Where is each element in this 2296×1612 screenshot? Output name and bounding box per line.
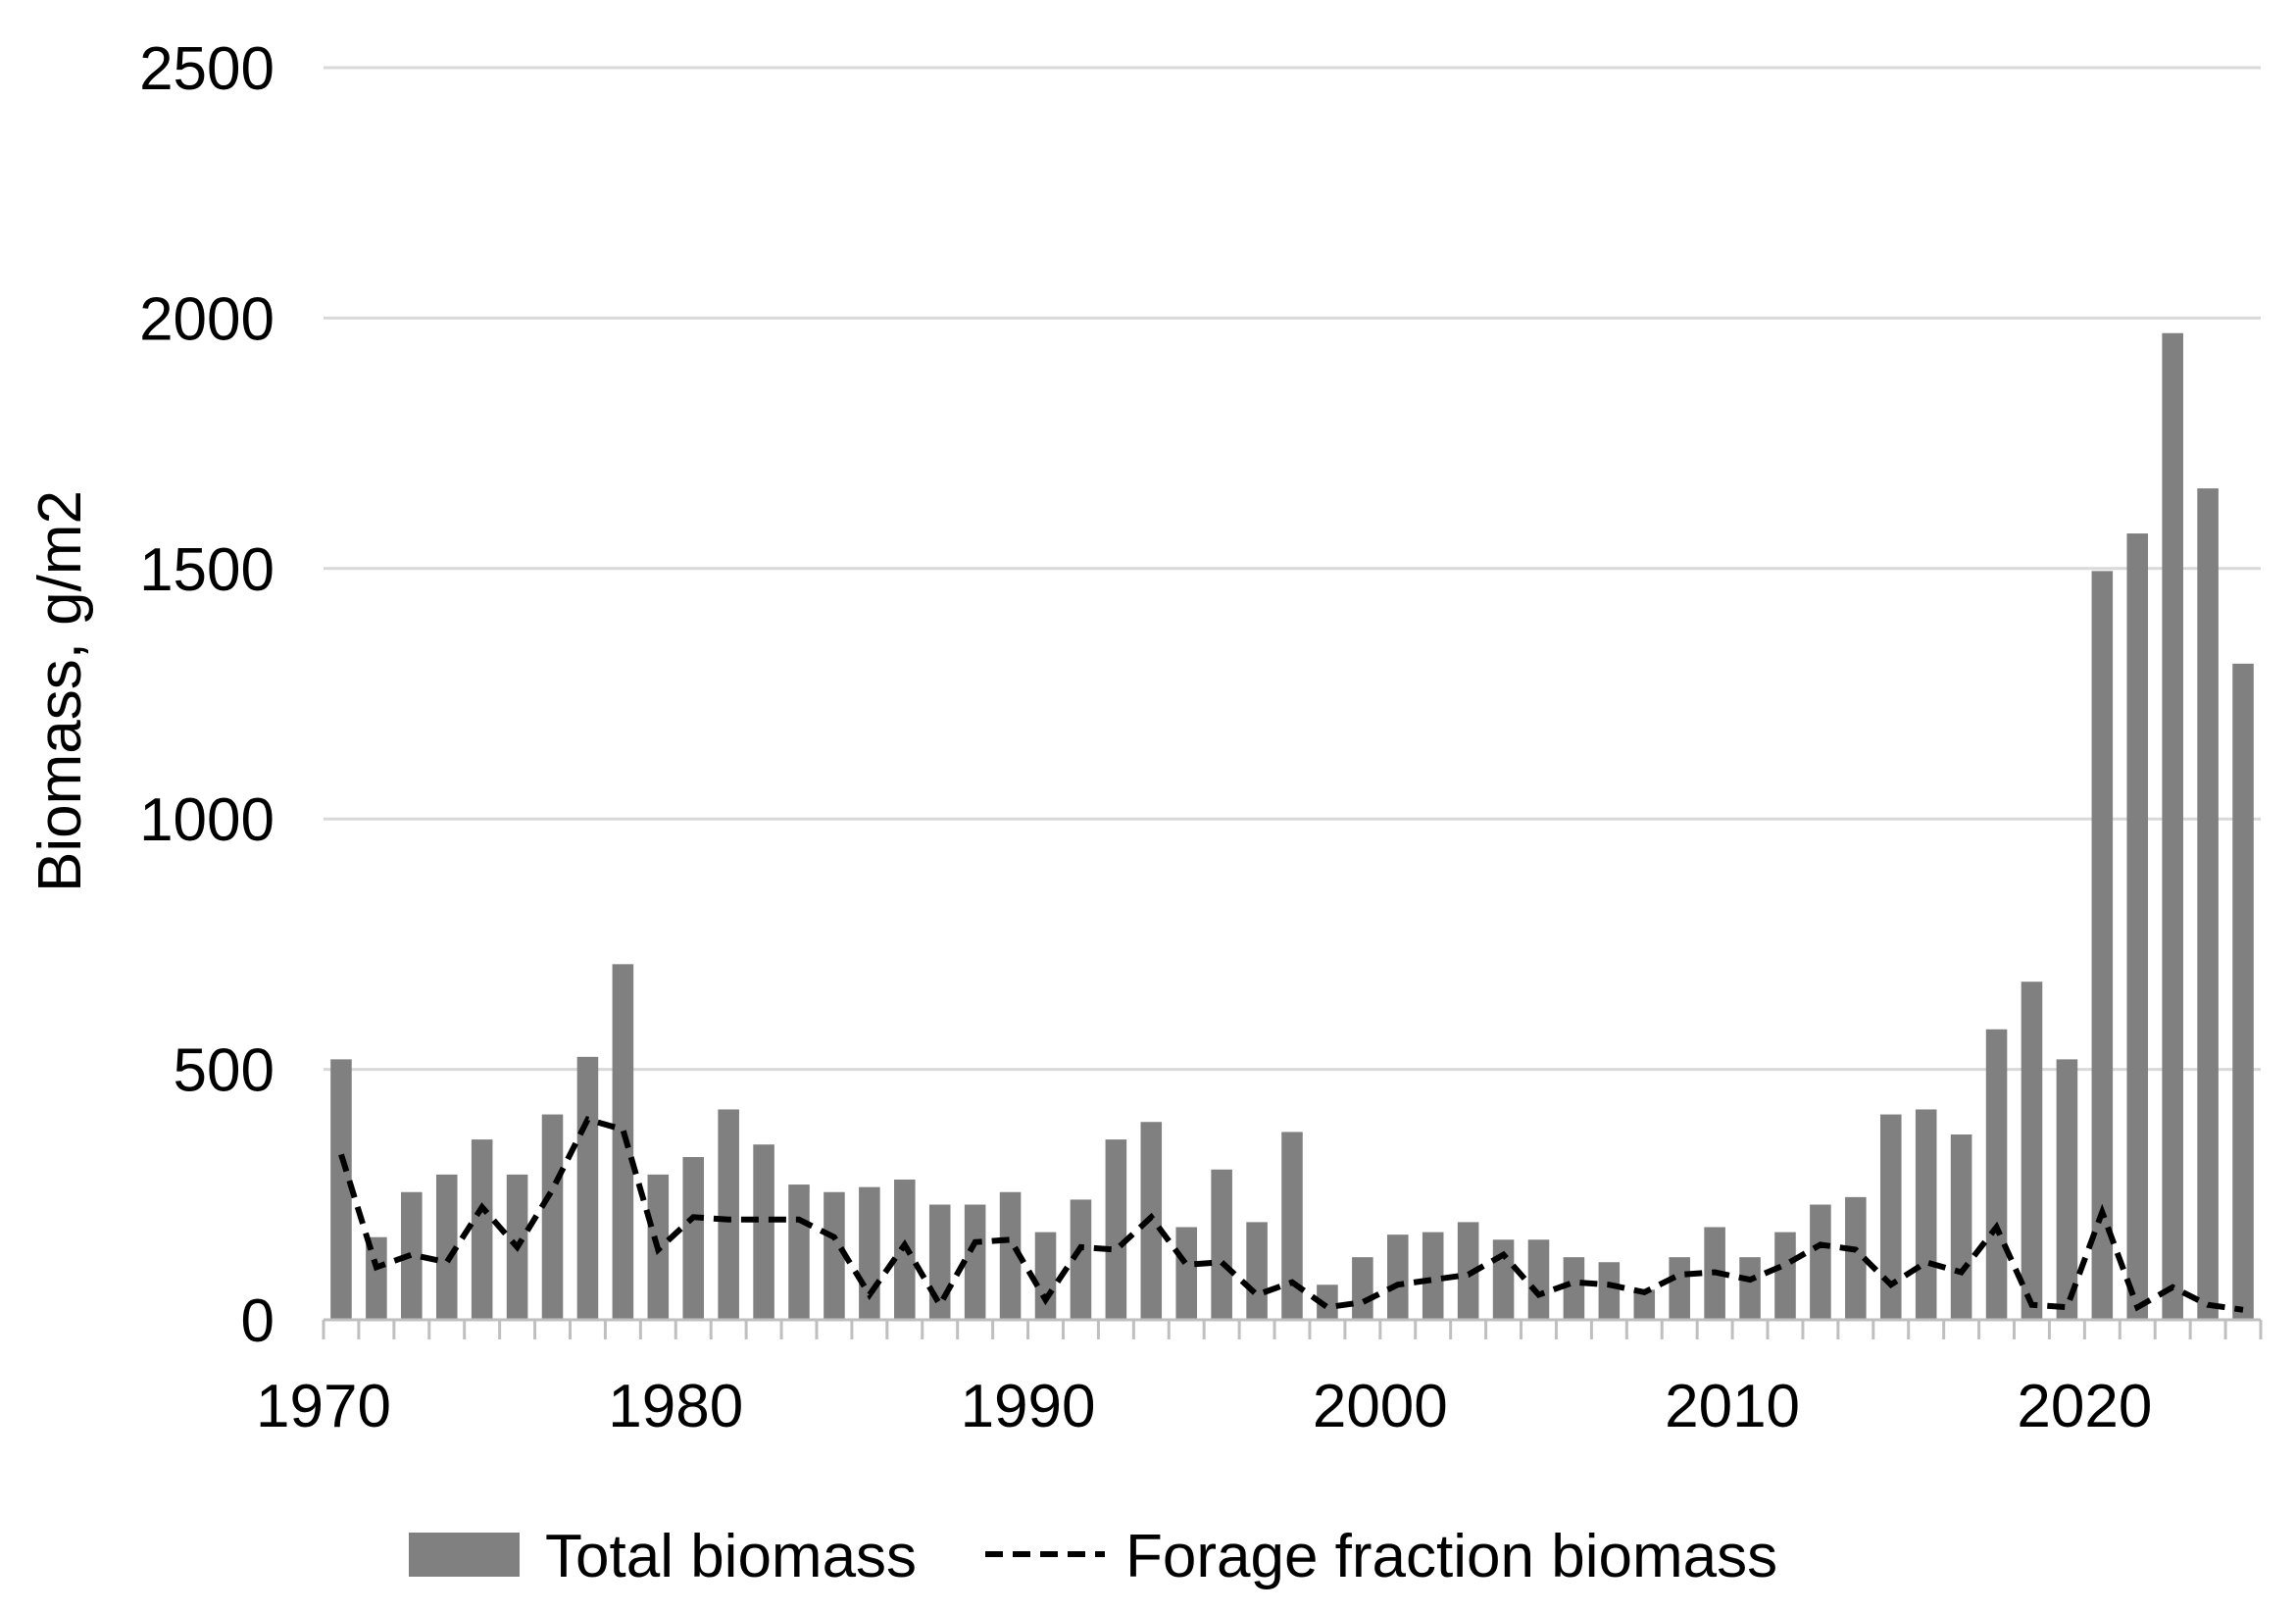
bar-1998: [1317, 1285, 1338, 1320]
bar-1989: [999, 1191, 1022, 1320]
y-tick-label: 2500: [139, 35, 275, 103]
bar-1995: [1211, 1169, 1232, 1320]
bar-2014: [1879, 1114, 1902, 1320]
bar-2010: [1739, 1257, 1761, 1320]
bar-2020: [2091, 571, 2114, 1320]
bar-2018: [2021, 982, 2043, 1320]
x-tick-label: 2010: [1665, 1373, 1800, 1440]
y-tick-label: 1000: [139, 786, 275, 854]
bar-2017: [1985, 1029, 2008, 1320]
bar-1990: [1034, 1232, 1057, 1320]
bar-2016: [1950, 1134, 1972, 1320]
bar-1997: [1281, 1132, 1303, 1320]
bar-2006: [1598, 1262, 1621, 1320]
y-tick-label: 500: [174, 1037, 275, 1105]
bar-1970: [330, 1059, 352, 1320]
legend: Total biomass Forage fraction biomass: [409, 1523, 1777, 1590]
gridlines: [324, 66, 2261, 1072]
bar-2005: [1563, 1257, 1585, 1320]
bar-2004: [1527, 1239, 1550, 1320]
bar-1981: [718, 1109, 739, 1320]
y-tick-label: 0: [241, 1287, 275, 1355]
x-axis: [322, 1318, 2263, 1339]
bar-1974: [471, 1139, 493, 1320]
bar-2007: [1633, 1289, 1656, 1320]
bar-1984: [824, 1191, 845, 1320]
bar-1980: [682, 1156, 705, 1320]
bar-2000: [1387, 1234, 1409, 1320]
bar-1987: [928, 1204, 951, 1320]
x-tick-label: 1970: [256, 1373, 391, 1440]
x-axis-ticks: 1970 1980 1990 2000 2010 2020: [256, 1373, 2152, 1440]
bar-1992: [1105, 1139, 1127, 1320]
bar-1983: [788, 1184, 810, 1320]
y-tick-label: 2000: [139, 285, 275, 353]
bar-2021: [2126, 533, 2149, 1320]
bar-1988: [964, 1204, 986, 1320]
bar-2012: [1810, 1204, 1831, 1320]
bar-1976: [541, 1114, 564, 1320]
x-tick-label: 1980: [608, 1373, 743, 1440]
bar-1999: [1352, 1257, 1373, 1320]
bar-2019: [2056, 1059, 2078, 1320]
total-biomass-bars: [330, 332, 2254, 1320]
x-tick-label: 2020: [2017, 1373, 2152, 1440]
bar-2008: [1669, 1257, 1690, 1320]
bar-2015: [1915, 1109, 1937, 1320]
bar-1972: [401, 1191, 423, 1320]
legend-label-forage-fraction: Forage fraction biomass: [1125, 1523, 1777, 1590]
bar-1982: [753, 1144, 774, 1320]
bar-2001: [1422, 1232, 1444, 1320]
legend-swatch-total-biomass: [409, 1533, 520, 1577]
x-tick-label: 1990: [961, 1373, 1096, 1440]
y-axis-ticks: 0 500 1000 1500 2000 2500: [139, 35, 275, 1355]
bar-1973: [435, 1174, 458, 1320]
bar-2013: [1845, 1196, 1867, 1320]
bar-2023: [2197, 488, 2219, 1320]
y-tick-label: 1500: [139, 536, 275, 604]
bar-1977: [576, 1056, 599, 1320]
bar-2024: [2232, 663, 2254, 1320]
bar-2022: [2162, 332, 2183, 1320]
legend-label-total-biomass: Total biomass: [545, 1523, 917, 1590]
bar-1971: [366, 1236, 387, 1320]
bar-1994: [1175, 1227, 1197, 1320]
bar-2011: [1774, 1232, 1796, 1320]
forage-fraction-line: [338, 1116, 2244, 1313]
x-tick-label: 2000: [1313, 1373, 1448, 1440]
bar-1996: [1246, 1222, 1268, 1320]
bar-1978: [612, 964, 634, 1320]
bar-1991: [1070, 1199, 1092, 1320]
y-axis-title: Biomass, g/m2: [26, 490, 94, 892]
bar-2002: [1457, 1222, 1479, 1320]
